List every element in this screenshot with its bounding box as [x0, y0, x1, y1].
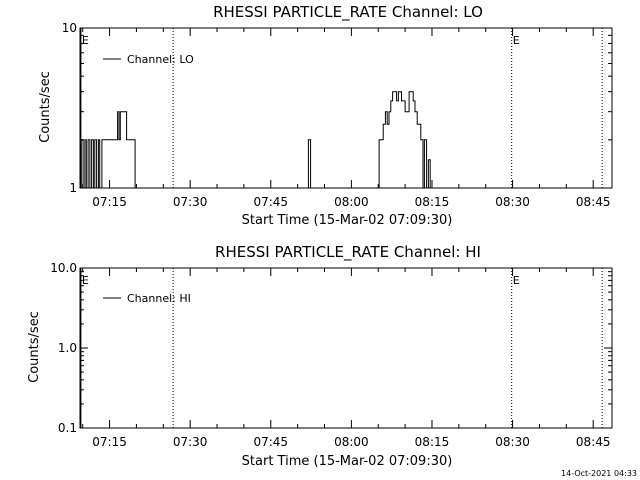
panel-hi-xtick-label-6: 08:45 [576, 435, 611, 449]
panel-hi-xtick-label-5: 08:30 [495, 435, 530, 449]
panel-hi-xtick-label-1: 07:30 [173, 435, 208, 449]
panel-lo-title: RHESSI PARTICLE_RATE Channel: LO [213, 3, 483, 22]
panel-lo-xtick-label-1: 07:30 [173, 195, 208, 209]
panel-hi-xtick-label-3: 08:00 [334, 435, 369, 449]
panel-hi-title: RHESSI PARTICLE_RATE Channel: HI [215, 243, 481, 262]
panel-hi-ytick-label-1: 1.0 [58, 341, 77, 355]
panel-lo-xtick-label-0: 07:15 [92, 195, 127, 209]
panel-lo-xtick-label-2: 07:45 [253, 195, 288, 209]
panel-hi: RHESSI PARTICLE_RATE Channel: HI Counts/… [27, 243, 613, 469]
panel-lo-plot-frame [79, 27, 613, 189]
panel-lo-ylabel: Counts/sec [38, 71, 53, 143]
panel-hi-ytick-label-0: 0.1 [58, 421, 77, 435]
panel-lo-ytick-label-0: 1 [69, 181, 77, 195]
panel-hi-xtick-label-4: 08:15 [415, 435, 450, 449]
panel-lo-legend: Channel: LO [103, 53, 194, 66]
panel-lo-xtick-label-5: 08:30 [495, 195, 530, 209]
panel-lo-xtick-label-3: 08:00 [334, 195, 369, 209]
panel-hi-axes: 07:15 07:30 07:45 08:00 08:15 08:30 08:45 0.1 1.… [50, 261, 613, 449]
panel-lo-xlabel: Start Time (15-Mar-02 07:09:30) [242, 213, 453, 228]
panel-lo-xtick-label-6: 08:45 [576, 195, 611, 209]
panel-lo-xtick-label-4: 08:15 [415, 195, 450, 209]
panel-lo-event-label-2: E [513, 34, 520, 47]
panel-hi-ylabel: Counts/sec [27, 311, 42, 383]
panel-lo-ytick-label-1: 10 [62, 21, 77, 35]
panel-lo-event-label-0: E [82, 34, 89, 47]
panel-lo-legend-label: Channel: LO [127, 53, 194, 66]
panel-hi-xlabel: Start Time (15-Mar-02 07:09:30) [242, 454, 453, 469]
panel-hi-xtick-label-2: 07:45 [253, 435, 288, 449]
panel-hi-event-label-0: E [82, 274, 89, 287]
panel-hi-event-label-2: E [513, 274, 520, 287]
panel-hi-legend: Channel: HI [103, 292, 191, 305]
panel-hi-legend-label: Channel: HI [127, 292, 191, 305]
timestamp: 14-Oct-2021 04:33 [561, 469, 637, 478]
panel-lo-axes: 07:15 07:30 07:45 08:00 08:15 08:30 08:45 1 10 [62, 21, 613, 209]
panel-hi-xtick-label-0: 07:15 [92, 435, 127, 449]
panel-hi-ytick-label-2: 10.0 [50, 261, 77, 275]
panel-lo: RHESSI PARTICLE_RATE Channel: LO Counts/… [38, 3, 613, 228]
